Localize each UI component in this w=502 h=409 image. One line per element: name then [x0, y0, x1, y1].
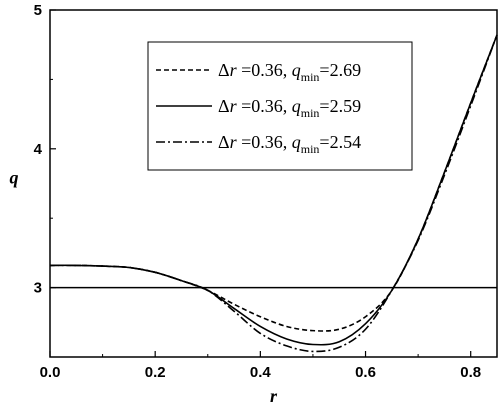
x-axis-label: r	[270, 386, 278, 406]
series-layer	[49, 34, 498, 353]
x-tick-label: 0.0	[40, 364, 61, 381]
plot-frame	[49, 9, 498, 358]
legend-label-1: Δr =0.36, qmin=2.69	[218, 60, 361, 84]
y-tick-label: 5	[34, 2, 42, 19]
series-line-2	[49, 34, 498, 346]
legend-label-3: Δr =0.36, qmin=2.54	[218, 132, 361, 156]
y-axis-label: q	[10, 168, 19, 188]
y-tick-label: 4	[34, 141, 43, 158]
legend: Δr =0.36, qmin=2.69 Δr =0.36, qmin=2.59 Δr…	[147, 41, 413, 171]
x-tick-label: 0.8	[460, 364, 481, 381]
x-tick-label: 0.6	[355, 364, 376, 381]
legend-label-2: Δr =0.36, qmin=2.59	[218, 96, 361, 120]
y-tick-label: 3	[34, 280, 42, 297]
x-tick-label: 0.4	[250, 364, 272, 381]
x-tick-label: 0.2	[145, 364, 166, 381]
series-line-3	[49, 34, 498, 353]
